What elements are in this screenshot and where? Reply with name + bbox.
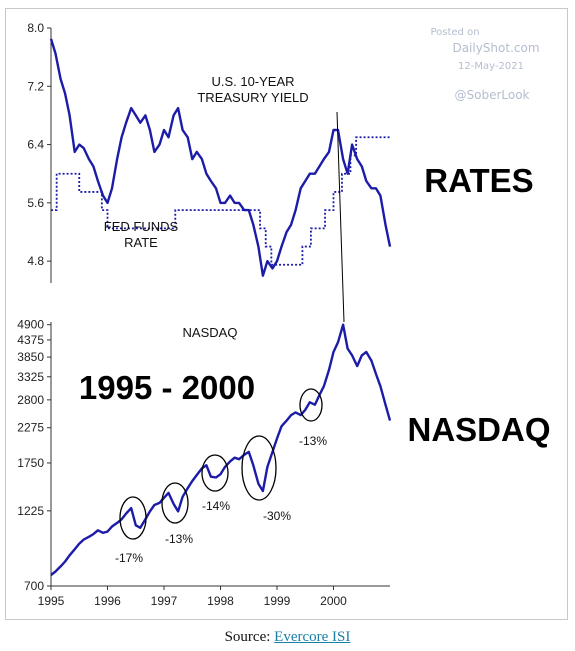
rates-series	[49, 38, 392, 277]
nasdaq-y-tick-label: 4375	[17, 333, 44, 347]
source-caption: Source: Evercore ISI	[0, 629, 575, 646]
treasury-series-label-line2: TREASURY YIELD	[197, 90, 308, 105]
rates-y-tick-label: 4.8	[27, 254, 44, 268]
x-tick-label: 2000	[320, 594, 347, 608]
nasdaq-y-tick-label: 1225	[17, 504, 44, 518]
nasdaq-series-label: NASDAQ	[183, 325, 238, 340]
drawdown-ellipse-2	[161, 482, 189, 524]
nasdaq-series	[50, 323, 392, 576]
nasdaq-y-tick-label: 1750	[17, 456, 44, 470]
treasury-series-label-line1: U.S. 10-YEAR	[211, 74, 294, 89]
drawdown-ellipse-4	[241, 435, 277, 501]
nasdaq-y-tick-label: 3850	[17, 350, 44, 364]
nasdaq-y-tick-label: 2800	[17, 393, 44, 407]
nasdaq-axis	[50, 322, 390, 587]
fed-funds-label-line2: RATE	[124, 235, 158, 250]
chart-frame	[5, 8, 568, 620]
source-link[interactable]: Evercore ISI	[274, 629, 351, 645]
watermark-handle: @SoberLook	[455, 88, 530, 102]
watermark-posted: Posted on	[430, 27, 479, 38]
rates-y-tick-label: 7.2	[27, 79, 44, 93]
nasdaq-y-tick-label: 4900	[17, 318, 44, 332]
rates-y-tick-label: 8.0	[27, 21, 44, 35]
annotation-drawdown-1: -17%	[115, 551, 143, 565]
x-ticks: 1995 1996 1997 1998 1999 2000	[38, 586, 347, 608]
annotation-drawdown-2: -13%	[165, 532, 193, 546]
x-tick-label: 1999	[264, 594, 291, 608]
fed-funds-label-line1: FED FUNDS	[104, 219, 179, 234]
annotation-drawdown-5: -13%	[299, 434, 327, 448]
x-tick-label: 1998	[207, 594, 234, 608]
annotation-drawdown-4: -30%	[263, 509, 291, 523]
treasury-yield-line	[49, 38, 392, 277]
watermark-site: DailyShot.com	[452, 41, 539, 55]
rates-y-tick-label: 5.6	[27, 196, 44, 210]
peak-connector-line	[336, 111, 345, 323]
annotation-drawdown-3: -14%	[202, 499, 230, 513]
period-big-label: 1995 - 2000	[79, 369, 255, 406]
rates-ticks: 8.0 7.2 6.4 5.6 4.8	[27, 21, 51, 268]
rates-big-label: RATES	[424, 162, 533, 199]
source-prefix: Source:	[224, 629, 271, 645]
x-tick-label: 1995	[38, 594, 65, 608]
rates-y-tick-label: 6.4	[27, 138, 44, 152]
drawdown-ellipse-3	[201, 454, 229, 492]
drawdown-ellipse-5	[299, 388, 323, 422]
x-tick-label: 1996	[94, 594, 121, 608]
nasdaq-y-tick-label: 2275	[17, 421, 44, 435]
watermark-date: 12-May-2021	[458, 61, 524, 72]
nasdaq-big-label: NASDAQ	[407, 411, 550, 448]
drawdown-ellipse-1	[119, 496, 147, 540]
nasdaq-line	[50, 323, 392, 576]
nasdaq-y-tick-label: 3325	[17, 370, 44, 384]
x-tick-label: 1997	[151, 594, 178, 608]
nasdaq-y-tick-label: 700	[24, 579, 44, 593]
